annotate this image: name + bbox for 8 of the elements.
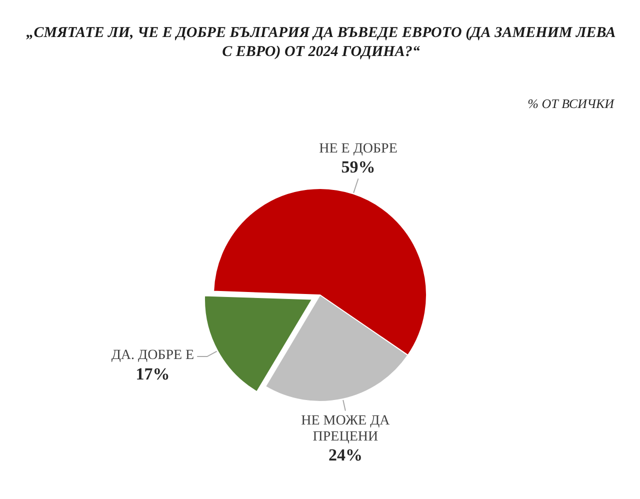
slice-label: НЕ Е ДОБРЕ <box>319 141 398 156</box>
slice-label: ДА. ДОБРЕ Е <box>111 348 194 364</box>
data-label: 17% <box>136 364 170 384</box>
chart-title: „СМЯТАТЕ ЛИ, ЧЕ Е ДОБРЕ БЪЛГАРИЯ ДА ВЪВЕДЕ ЕВРОТО (ДА ЗАМЕНИМ ЛЕВА С ЕВРО) ОТ 2024 ГОДИНА?“ <box>26 24 616 62</box>
text: % ОТ ВСИЧКИ <box>528 96 614 112</box>
slice-label: НЕ МОЖЕ ДА ПРЕЦЕНИ <box>301 413 391 444</box>
data-label: 24% <box>328 446 362 465</box>
data-label: 59% <box>341 158 376 177</box>
